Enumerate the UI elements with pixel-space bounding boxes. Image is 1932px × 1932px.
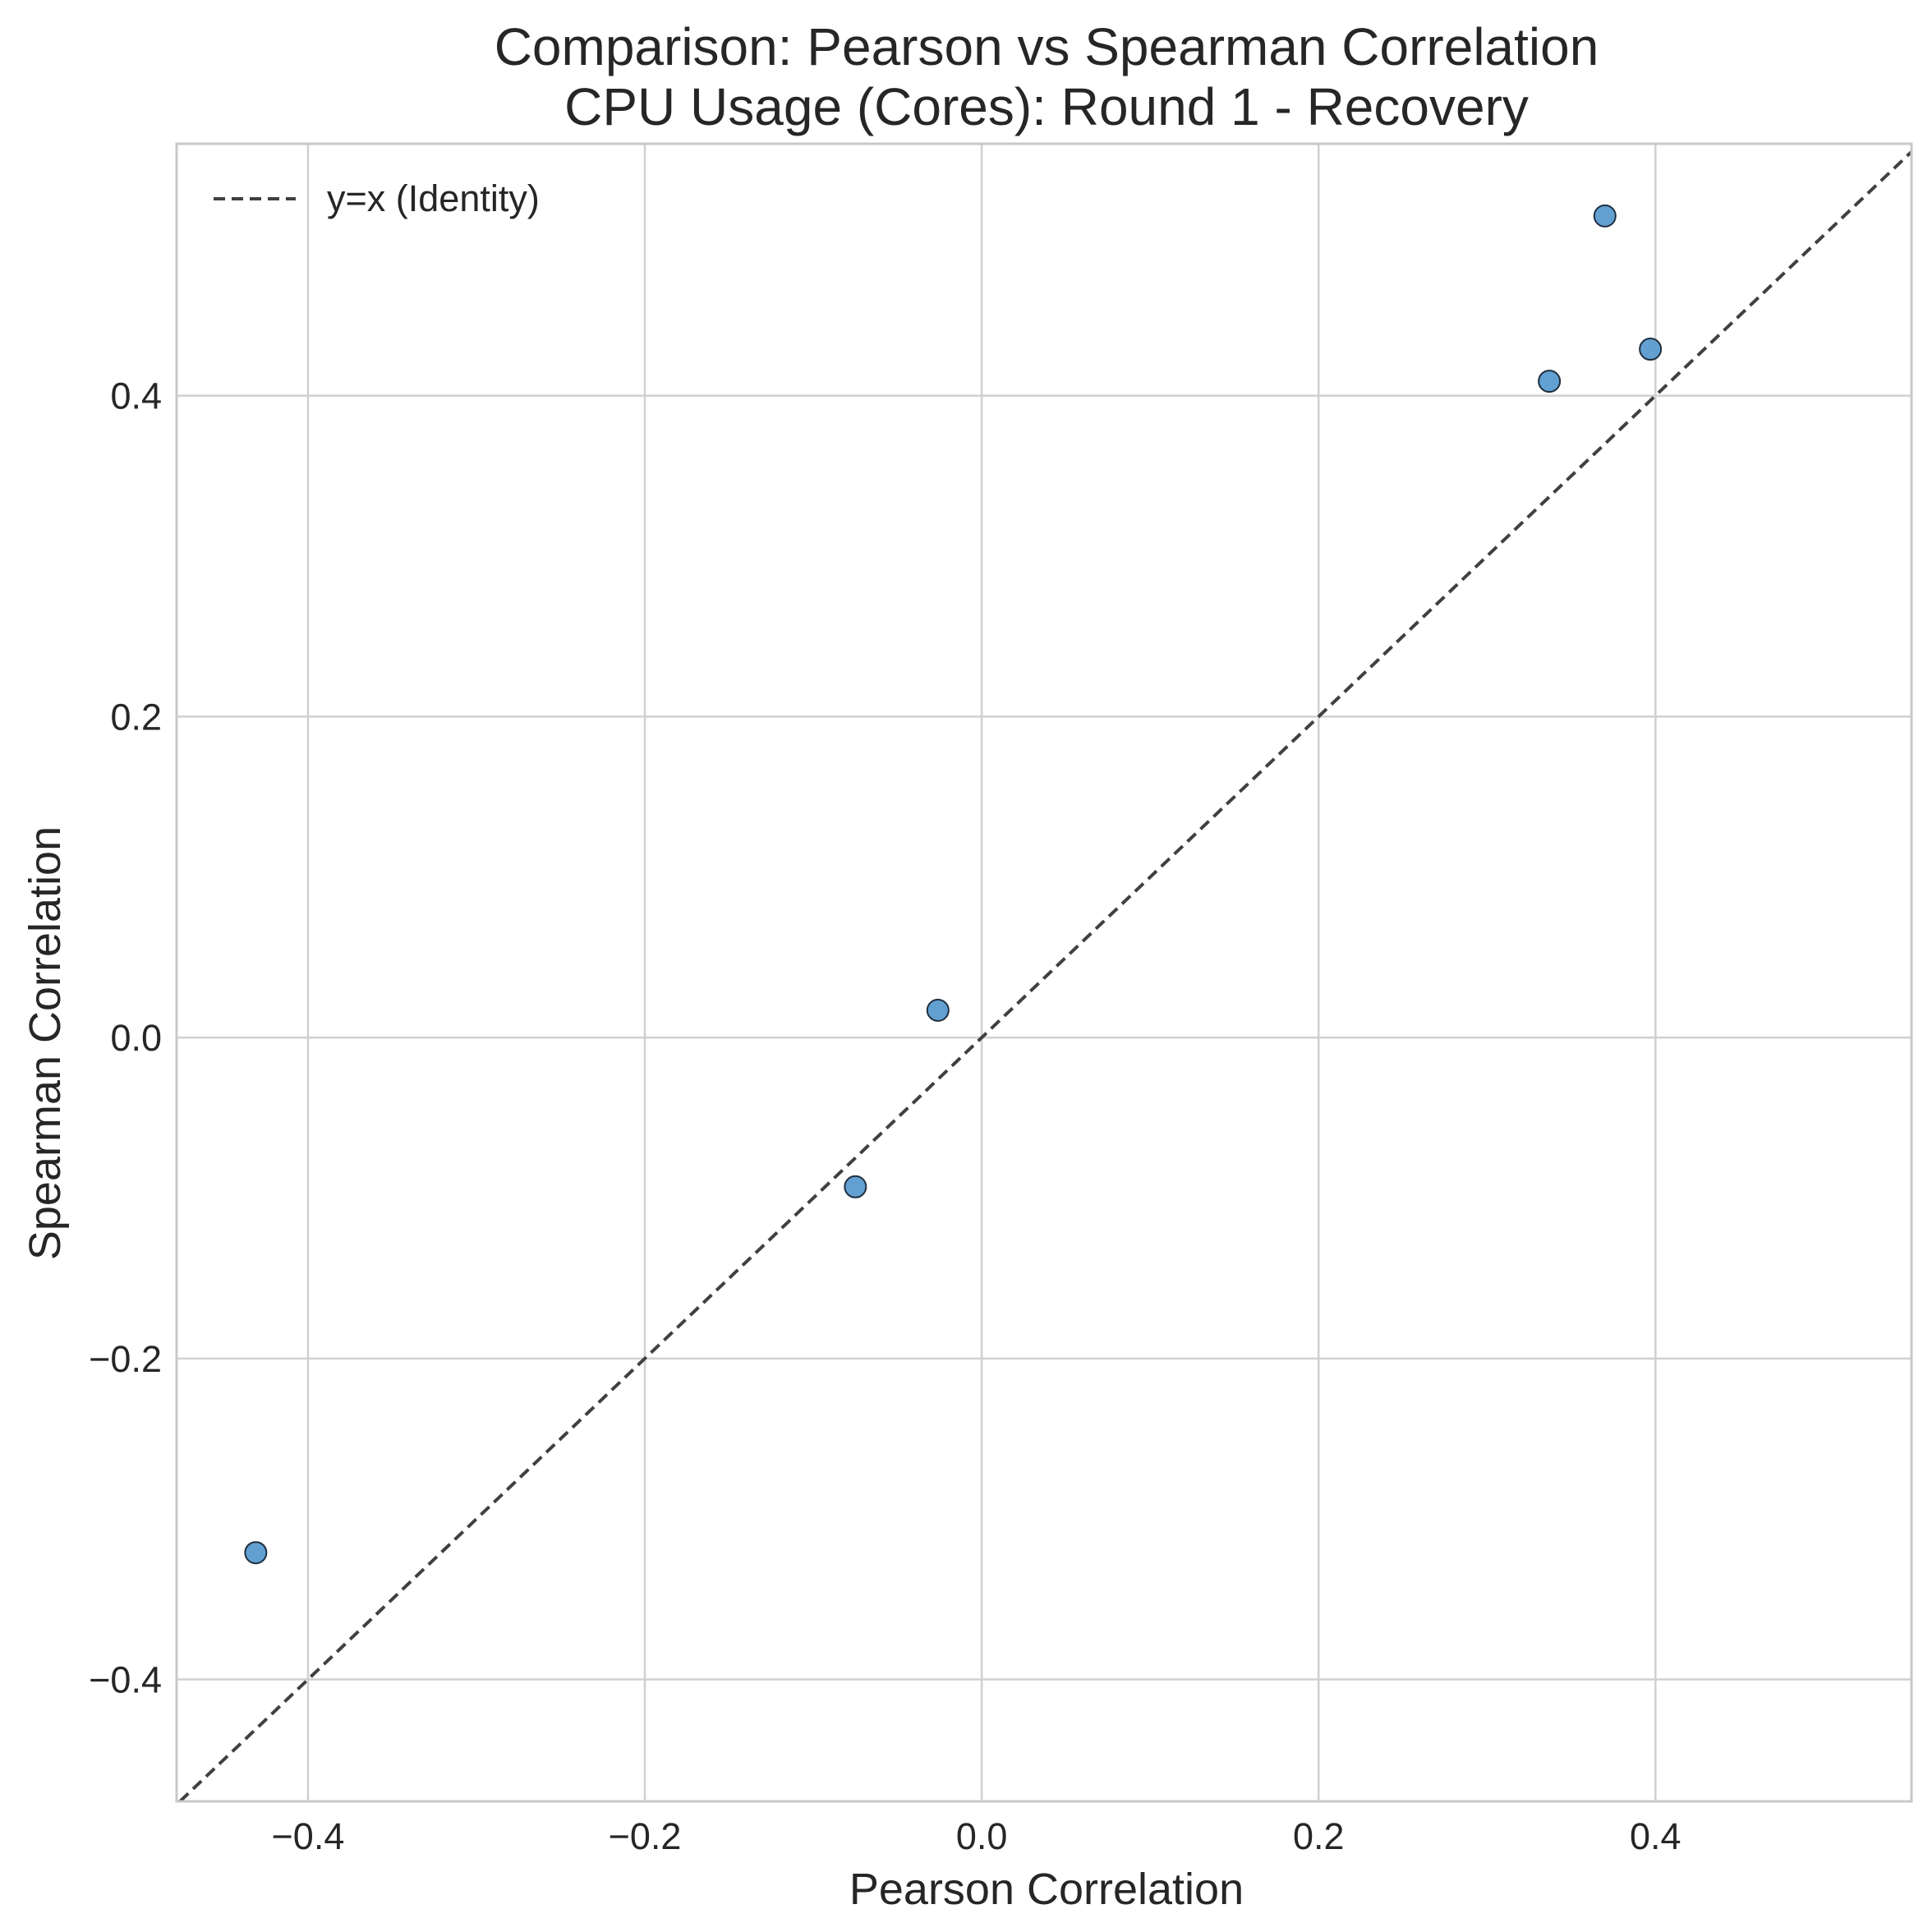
y-tick-label: 0.4 <box>110 375 162 417</box>
grid <box>177 144 1911 1801</box>
y-axis-label: Spearman Correlation <box>21 826 70 1260</box>
legend: y=x (Identity) <box>214 177 540 219</box>
y-tick-label: 0.0 <box>110 1017 162 1059</box>
x-tick-label: −0.4 <box>272 1815 345 1857</box>
x-tick-label: −0.2 <box>609 1815 682 1857</box>
y-tick-label: −0.2 <box>89 1338 162 1380</box>
data-point <box>244 1541 268 1565</box>
data-points <box>244 204 1663 1565</box>
data-point <box>926 998 950 1022</box>
data-point <box>1593 204 1617 228</box>
data-point <box>1639 338 1663 361</box>
identity-line <box>178 150 1913 1803</box>
x-axis-label: Pearson Correlation <box>849 1865 1244 1914</box>
legend-label: y=x (Identity) <box>327 177 540 219</box>
x-tick-label: 0.4 <box>1630 1815 1681 1857</box>
data-point <box>1538 370 1562 393</box>
chart-title: Comparison: Pearson vs Spearman Correlat… <box>494 17 1599 76</box>
plot-frame <box>175 142 1913 1803</box>
x-tick-label: 0.2 <box>1293 1815 1345 1857</box>
reference-line-layer <box>178 150 1913 1803</box>
data-point <box>844 1175 867 1198</box>
chart-subtitle: CPU Usage (Cores): Round 1 - Recovery <box>564 77 1529 136</box>
tick-labels: −0.4 −0.2 0.0 0.2 0.4 −0.4 −0.2 0.0 0.2 0.4 <box>89 375 1681 1857</box>
y-tick-label: 0.2 <box>110 696 162 738</box>
x-tick-label: 0.0 <box>956 1815 1008 1857</box>
y-tick-label: −0.4 <box>89 1659 162 1701</box>
